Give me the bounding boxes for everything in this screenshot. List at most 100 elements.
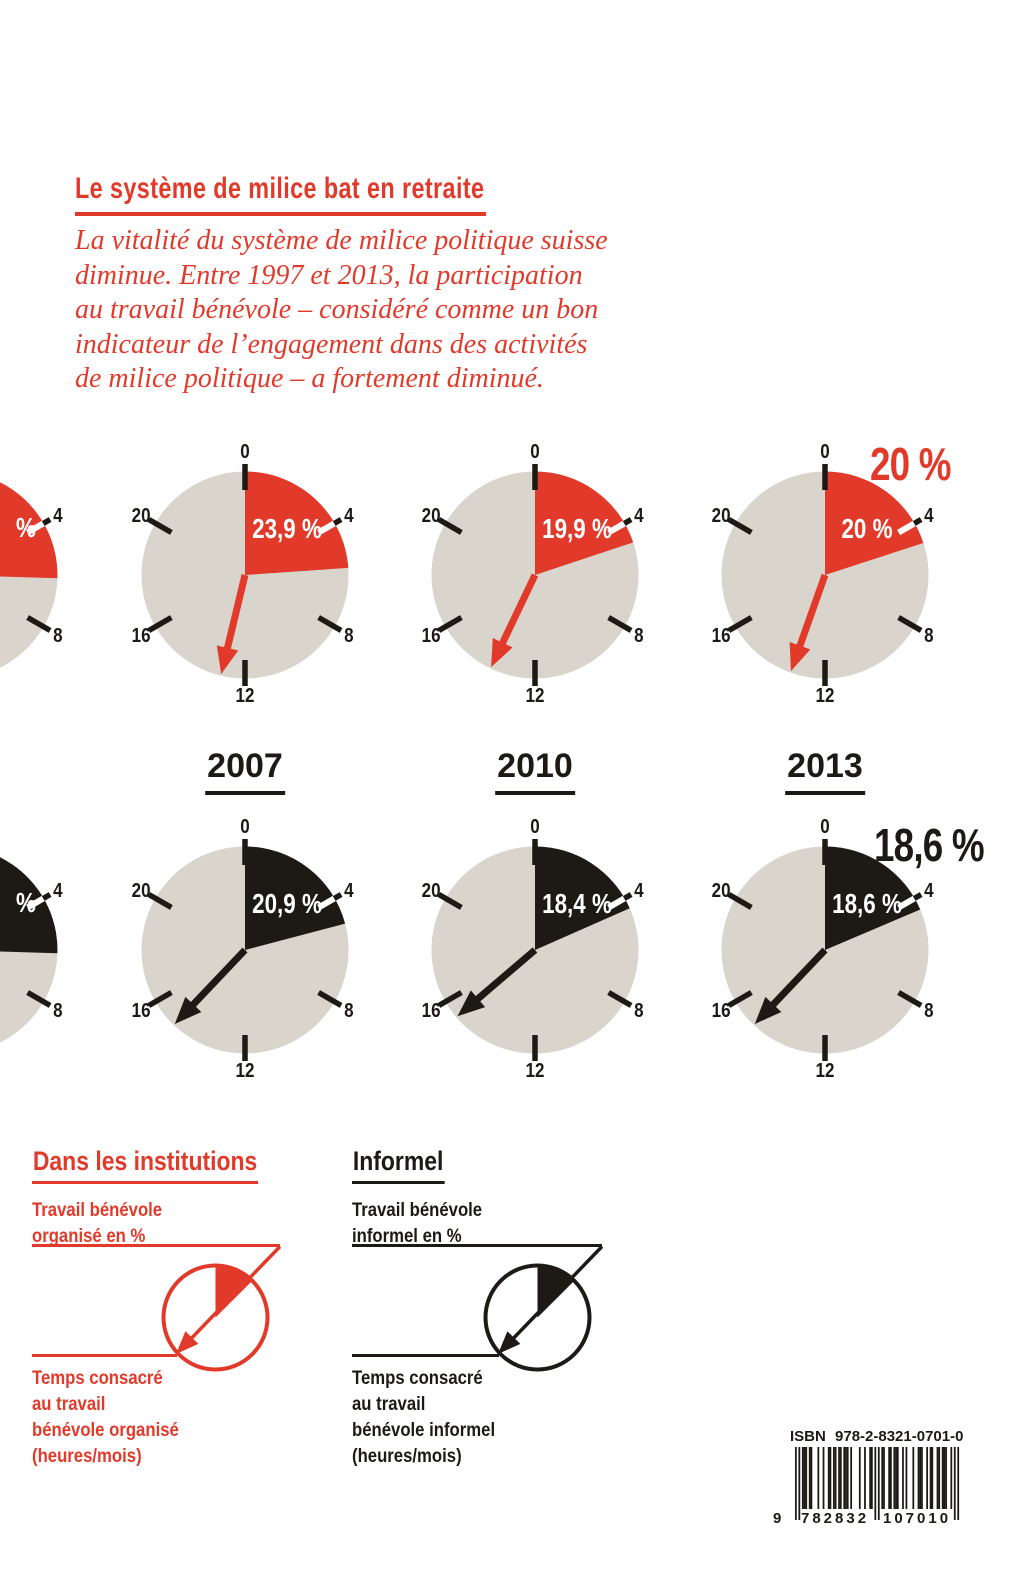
legend-bottom-label-line: au travail <box>32 1394 106 1415</box>
clock-hour-number: 16 <box>422 624 441 647</box>
clock-hour-number: 0 <box>240 440 249 463</box>
clock-informel-2007: 0 4 8 12 16 20 20,9 % <box>132 815 355 1082</box>
clock-hour-number: 4 <box>53 504 63 527</box>
clock-informel-2013: 0 4 8 12 16 20 18,6 % <box>712 815 935 1082</box>
barcode-digit-group: 782832 <box>801 1510 870 1527</box>
clock-wedge <box>245 471 349 575</box>
clock-percent-label: 18,4 % <box>542 889 612 920</box>
barcode-bar <box>919 1447 922 1509</box>
legend-top-label-line: organisé en % <box>32 1226 146 1247</box>
clock-tick <box>607 990 633 1008</box>
clock-tick <box>622 892 633 901</box>
clock-percent-label: % <box>16 513 36 544</box>
barcode-bar <box>803 1447 806 1509</box>
legend-heading-institutions: Dans les institutions <box>32 1146 259 1184</box>
clock-tick <box>41 517 52 526</box>
intro-paragraph: La vitalité du système de milice politiq… <box>75 224 608 397</box>
isbn-barcode <box>795 1447 960 1520</box>
legend-bottom-rule-organise <box>32 1354 177 1357</box>
barcode-bar <box>829 1447 832 1509</box>
barcode-bar <box>810 1447 813 1509</box>
clock-tick <box>147 990 173 1008</box>
clock-tick <box>607 615 633 633</box>
clock-hour-number: 4 <box>344 504 354 527</box>
clock-percent-label: 23,9 % <box>252 514 322 545</box>
barcode-bar <box>902 1447 904 1509</box>
clock-hand-arrowhead-icon <box>216 645 239 675</box>
clock-hour-number: 0 <box>820 440 829 463</box>
legend-bottom-label-organise: Temps consacré au travail bénévole organ… <box>32 1366 179 1470</box>
legend-bottom-label-informel: Temps consacré au travail bénévole infor… <box>352 1366 495 1470</box>
barcode-bar <box>850 1447 853 1509</box>
barcode-bar <box>957 1447 960 1520</box>
clock-hand-arrowhead-icon <box>457 990 486 1017</box>
clock-hour-number: 16 <box>422 999 441 1022</box>
barcode-digit-group: 9 <box>773 1510 782 1527</box>
clock-hour-number: 12 <box>526 1059 545 1082</box>
clock-tick <box>897 615 923 633</box>
barcode-bar <box>870 1447 873 1509</box>
barcode-bar <box>931 1447 934 1509</box>
clock-tick <box>897 520 917 536</box>
legend-arrowhead-icon <box>176 1331 199 1354</box>
barcode-bar <box>808 1447 811 1509</box>
legend-top-rule-organise <box>32 1244 280 1247</box>
legend-bottom-label-line: Temps consacré <box>32 1368 163 1389</box>
barcode-bar <box>832 1447 835 1509</box>
year-label-2013: 2013 <box>785 747 865 795</box>
clock-tick <box>437 990 463 1008</box>
barcode-bar <box>883 1447 885 1509</box>
clock-hour-number: 4 <box>634 504 644 527</box>
clock-hour-number: 16 <box>132 624 151 647</box>
clock-tick <box>912 892 923 901</box>
barcode-bar <box>888 1447 891 1509</box>
legend-arrow-line <box>504 1245 604 1348</box>
page-title: Le système de milice bat en retraite <box>75 172 486 216</box>
clock-percent-label: 19,9 % <box>542 514 612 545</box>
clock-tick <box>147 517 173 535</box>
barcode-bar <box>889 1447 892 1509</box>
barcode-bar <box>817 1447 820 1509</box>
barcode-bar <box>881 1447 884 1509</box>
legend-top-label-informel: Travail bénévole informel en % <box>352 1198 482 1250</box>
clock-hour-number: 4 <box>344 879 354 902</box>
clock-hour-number: 12 <box>816 684 835 707</box>
barcode-bar <box>801 1447 804 1509</box>
big-percent-label-informel-2013: 18,6 % <box>874 819 985 871</box>
clock-informel-2010: 0 4 8 12 16 20 18,4 % <box>422 815 645 1082</box>
barcode-bar <box>845 1447 847 1509</box>
clock-percent-label: % <box>16 888 36 919</box>
year-label-2007: 2007 <box>205 747 285 795</box>
big-percent-label-organise-2013: 20 % <box>870 438 951 490</box>
clock-hour-number: 0 <box>530 440 539 463</box>
legend-top-label-organise: Travail bénévole organisé en % <box>32 1198 162 1250</box>
barcode-bar <box>941 1447 944 1509</box>
clock-hour-number: 20 <box>422 504 441 527</box>
clock-hour-number: 0 <box>240 815 249 838</box>
clock-hour-number: 20 <box>422 879 441 902</box>
clock-hand-arrowhead-icon <box>174 996 202 1024</box>
clock-tick <box>332 517 343 526</box>
clock-tick <box>437 615 463 633</box>
barcode-bar <box>795 1447 797 1520</box>
clock-hour-number: 0 <box>820 815 829 838</box>
clock-hour-number: 20 <box>712 504 731 527</box>
clock-tick <box>727 517 753 535</box>
clock-hour-number: 20 <box>132 879 151 902</box>
intro-line: La vitalité du système de milice politiq… <box>75 225 608 256</box>
intro-line: indicateur de l’engagement dans des acti… <box>75 328 588 360</box>
barcode-bar <box>896 1447 899 1509</box>
clock-wedge <box>825 471 924 575</box>
clock-tick <box>912 517 923 526</box>
clock-hour-number: 8 <box>634 999 643 1022</box>
clock-hour-number: 12 <box>236 684 255 707</box>
clock-tick <box>727 615 753 633</box>
legend-bottom-label-line: Temps consacré <box>352 1368 483 1389</box>
barcode-bar <box>834 1447 837 1509</box>
clock-tick <box>622 517 633 526</box>
barcode-bar <box>874 1447 877 1520</box>
clock-tick <box>317 520 337 536</box>
clock-tick <box>897 990 923 1008</box>
clock-hand-arrowhead-icon <box>754 996 782 1024</box>
